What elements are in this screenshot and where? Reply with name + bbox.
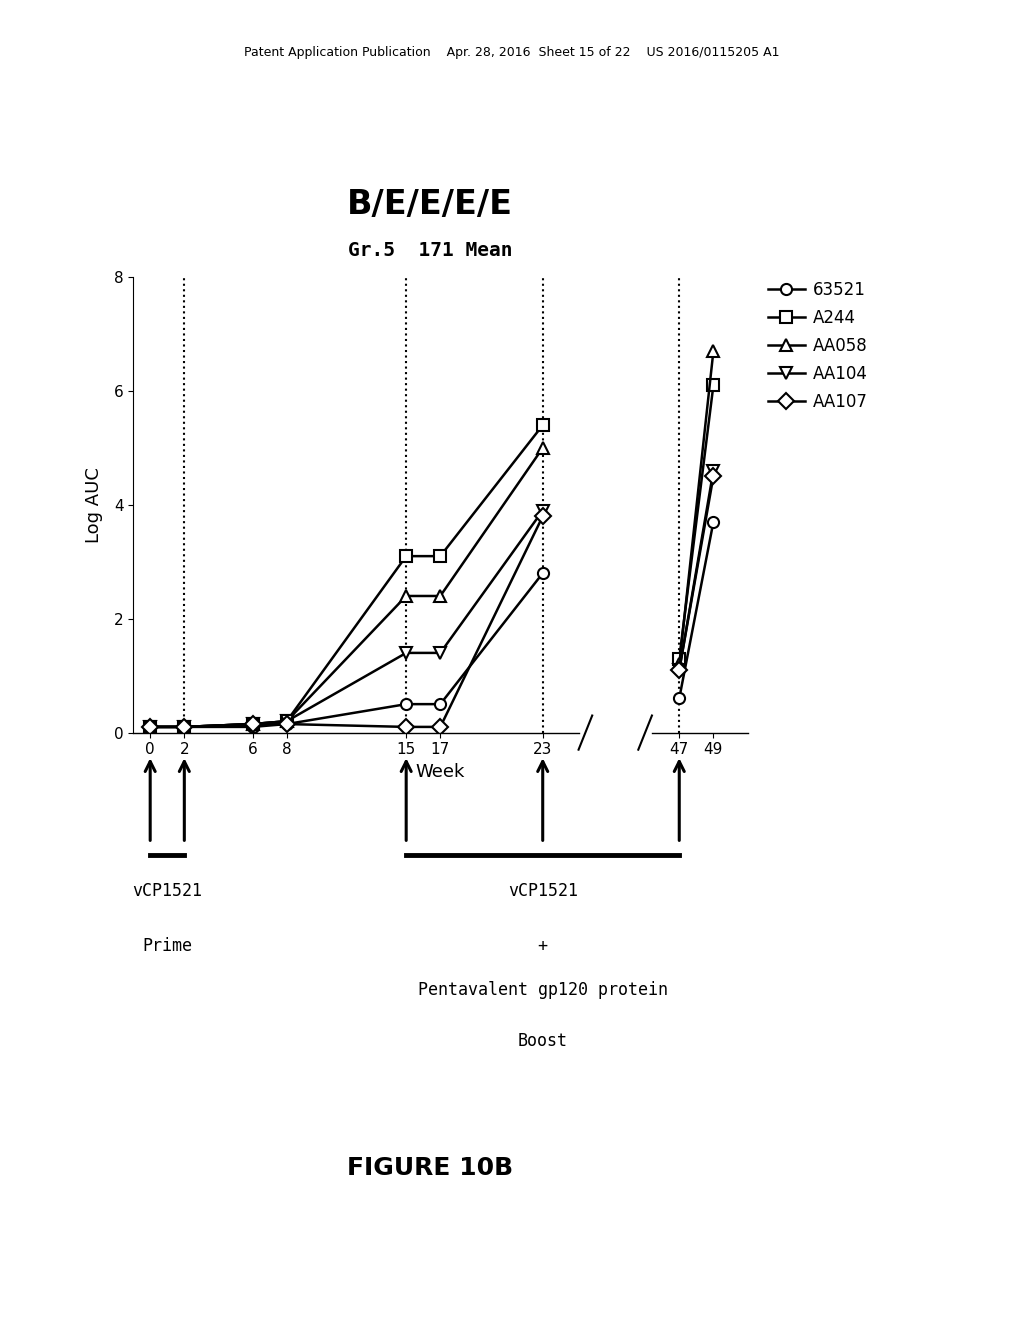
63521 xyxy=(537,565,549,581)
A244 xyxy=(400,548,413,564)
Line: 63521: 63521 xyxy=(144,568,548,733)
Text: B/E/E/E/E: B/E/E/E/E xyxy=(347,189,513,222)
Text: Boost: Boost xyxy=(518,1032,567,1051)
Y-axis label: Log AUC: Log AUC xyxy=(85,467,102,543)
Text: Pentavalent gp120 protein: Pentavalent gp120 protein xyxy=(418,981,668,999)
Text: Prime: Prime xyxy=(142,937,193,956)
AA058 xyxy=(537,440,549,455)
Line: A244: A244 xyxy=(144,420,548,733)
X-axis label: Week: Week xyxy=(416,763,465,781)
AA104 xyxy=(247,717,259,733)
A244 xyxy=(247,717,259,733)
Text: FIGURE 10B: FIGURE 10B xyxy=(347,1156,513,1180)
Text: vCP1521: vCP1521 xyxy=(508,882,578,900)
AA107 xyxy=(247,717,259,733)
63521 xyxy=(178,719,190,735)
A244 xyxy=(178,719,190,735)
AA058 xyxy=(281,713,293,729)
63521 xyxy=(281,717,293,733)
AA058 xyxy=(434,589,446,605)
Text: Gr.5  171 Mean: Gr.5 171 Mean xyxy=(348,242,512,260)
AA058 xyxy=(247,717,259,733)
Bar xyxy=(586,226,645,767)
AA104 xyxy=(281,713,293,729)
AA058 xyxy=(178,719,190,735)
AA104 xyxy=(144,719,157,735)
AA104 xyxy=(400,645,413,661)
Line: AA107: AA107 xyxy=(144,511,548,733)
AA107 xyxy=(537,508,549,524)
AA058 xyxy=(400,589,413,605)
AA104 xyxy=(537,503,549,519)
AA104 xyxy=(178,719,190,735)
AA058 xyxy=(144,719,157,735)
A244 xyxy=(144,719,157,735)
63521 xyxy=(434,696,446,711)
AA107 xyxy=(400,719,413,735)
A244 xyxy=(434,548,446,564)
Line: AA104: AA104 xyxy=(144,506,548,733)
A244 xyxy=(537,417,549,433)
Text: +: + xyxy=(538,937,548,956)
63521 xyxy=(247,719,259,735)
Text: vCP1521: vCP1521 xyxy=(132,882,203,900)
AA104 xyxy=(434,645,446,661)
AA107 xyxy=(178,719,190,735)
AA107 xyxy=(144,719,157,735)
A244 xyxy=(281,713,293,729)
AA107 xyxy=(281,717,293,733)
63521 xyxy=(400,696,413,711)
Legend: 63521, A244, AA058, AA104, AA107: 63521, A244, AA058, AA104, AA107 xyxy=(768,281,868,411)
63521 xyxy=(144,719,157,735)
Text: Patent Application Publication    Apr. 28, 2016  Sheet 15 of 22    US 2016/01152: Patent Application Publication Apr. 28, … xyxy=(245,46,779,59)
AA107 xyxy=(434,719,446,735)
Line: AA058: AA058 xyxy=(144,442,548,733)
